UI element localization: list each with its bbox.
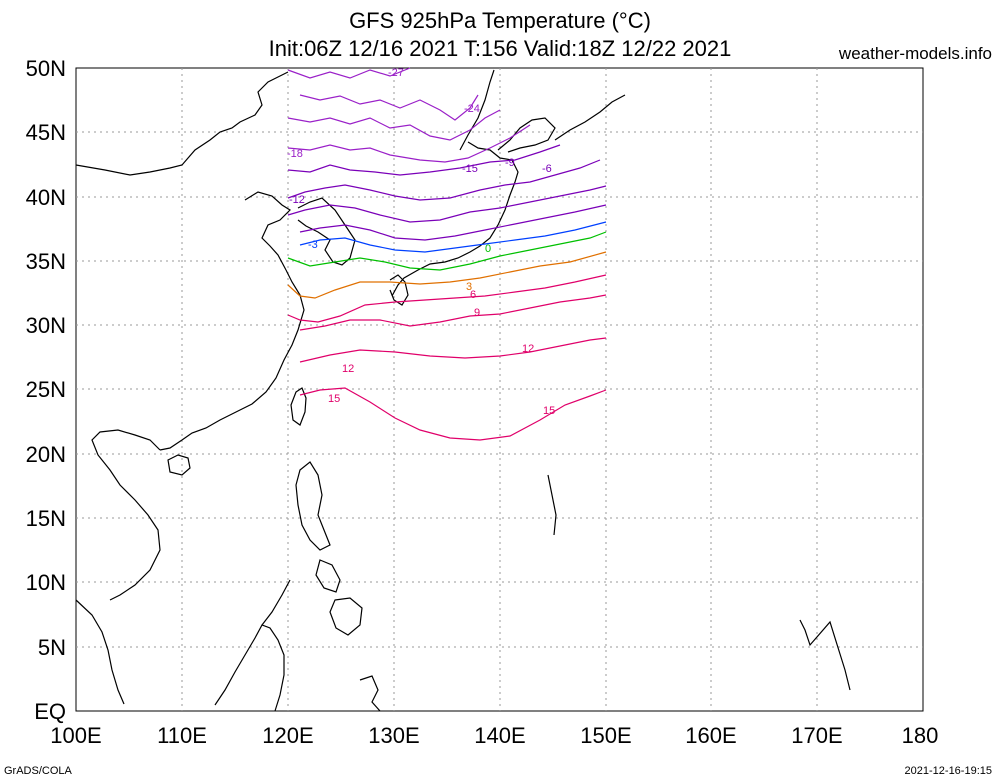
contour-minus-12 bbox=[287, 159, 601, 201]
coastline-gulf-thailand bbox=[75, 599, 125, 705]
contour-label: -15 bbox=[462, 163, 478, 175]
lat-tick-label: 5N bbox=[38, 635, 66, 660]
lat-tick-label: 45N bbox=[26, 120, 66, 145]
coastline-bohai bbox=[244, 191, 291, 271]
graticule bbox=[76, 68, 923, 711]
coastline-visayas bbox=[315, 559, 341, 593]
contour-label: -6 bbox=[542, 163, 552, 175]
longitude-ticks: 100E 110E 120E 130E 140E 150E 160E 170E … bbox=[50, 723, 938, 748]
coastline-japan bbox=[391, 141, 519, 297]
latitude-ticks: EQ 5N 10N 15N 20N 25N 30N 35N 40N 45N 50… bbox=[26, 56, 66, 724]
contour-label: -27 bbox=[388, 67, 404, 79]
map-subtitle: Init:06Z 12/16 2021 T:156 Valid:18Z 12/2… bbox=[268, 36, 732, 61]
contour-label: 12 bbox=[342, 363, 354, 375]
lon-tick-label: 110E bbox=[157, 723, 207, 748]
lat-tick-label: 20N bbox=[26, 442, 66, 467]
coastline-sulawesi bbox=[359, 675, 381, 712]
coastline-indochina bbox=[91, 429, 161, 601]
lat-tick-label: 25N bbox=[26, 377, 66, 402]
coastlines bbox=[75, 69, 851, 712]
lat-tick-label: 35N bbox=[26, 249, 66, 274]
coastline-korea bbox=[297, 197, 356, 266]
contour-label: -9 bbox=[505, 157, 515, 169]
contour-plus-12 bbox=[299, 337, 607, 363]
lon-tick-label: 100E bbox=[50, 723, 101, 748]
lat-tick-label: 10N bbox=[26, 570, 66, 595]
contour-plus-9 bbox=[299, 294, 607, 331]
coastline-sakhalin bbox=[459, 69, 495, 151]
coastline-china-east bbox=[159, 269, 305, 451]
contour-minus-18 bbox=[287, 124, 531, 163]
map-title: GFS 925hPa Temperature (°C) bbox=[349, 8, 651, 33]
contour-label: 3 bbox=[466, 281, 472, 293]
lat-tick-label: 40N bbox=[26, 185, 66, 210]
contour-minus-3 bbox=[299, 221, 607, 253]
coastline-taiwan bbox=[290, 387, 307, 426]
contour-minus-27 bbox=[287, 67, 411, 79]
lat-tick-label: 15N bbox=[26, 506, 66, 531]
contour-minus-24 bbox=[299, 94, 479, 121]
contour-label: 9 bbox=[474, 307, 480, 319]
site-credit: weather-models.info bbox=[838, 44, 992, 63]
coastline-marshall bbox=[799, 619, 851, 691]
lat-tick-label: 50N bbox=[26, 56, 66, 81]
contour-minus-15 bbox=[287, 144, 561, 176]
contour-label: -18 bbox=[287, 148, 303, 160]
contour-label: -3 bbox=[308, 239, 318, 251]
temperature-contours bbox=[287, 67, 607, 441]
lon-tick-label: 160E bbox=[685, 723, 736, 748]
coastline-mindanao bbox=[329, 597, 363, 636]
lon-tick-label: 120E bbox=[262, 723, 313, 748]
coastline-palawan bbox=[261, 579, 291, 626]
contour-zero bbox=[287, 231, 607, 271]
contour-label: 15 bbox=[543, 405, 555, 417]
coastline-hainan bbox=[167, 454, 191, 476]
coastline-borneo bbox=[214, 624, 285, 712]
contour-plus-6 bbox=[287, 274, 607, 323]
footer-credit: GrADS/COLA bbox=[4, 765, 72, 777]
lat-tick-label: EQ bbox=[34, 699, 66, 724]
contour-label: -12 bbox=[289, 194, 305, 206]
coastline-northeast-asia bbox=[75, 71, 289, 176]
contour-label: 12 bbox=[522, 343, 534, 355]
contour-label: -24 bbox=[464, 103, 480, 115]
contour-label: 0 bbox=[485, 243, 491, 255]
lon-tick-label: 140E bbox=[474, 723, 525, 748]
contour-minus-9 bbox=[287, 185, 607, 223]
coastline-hokkaido bbox=[497, 117, 556, 153]
contour-label: 15 bbox=[328, 393, 340, 405]
lon-tick-label: 180 bbox=[902, 723, 939, 748]
contour-minus-6 bbox=[299, 204, 607, 241]
footer-timestamp: 2021-12-16-19:15 bbox=[904, 765, 992, 777]
contour-plus-3 bbox=[287, 251, 607, 299]
coastline-kyushu bbox=[389, 274, 409, 306]
contour-label: 6 bbox=[470, 289, 476, 301]
contour-plus-15 bbox=[299, 387, 607, 441]
coastline-luzon bbox=[295, 461, 331, 551]
contour-minus-21 bbox=[287, 109, 501, 141]
coastline-kurils bbox=[554, 94, 626, 141]
lon-tick-label: 150E bbox=[580, 723, 631, 748]
lon-tick-label: 130E bbox=[368, 723, 419, 748]
coastline-marianas bbox=[547, 474, 557, 536]
lon-tick-label: 170E bbox=[791, 723, 842, 748]
contour-labels: -27 -24 -18 -15 -12 -9 -6 -3 0 3 6 9 12 … bbox=[287, 67, 555, 417]
lat-tick-label: 30N bbox=[26, 313, 66, 338]
